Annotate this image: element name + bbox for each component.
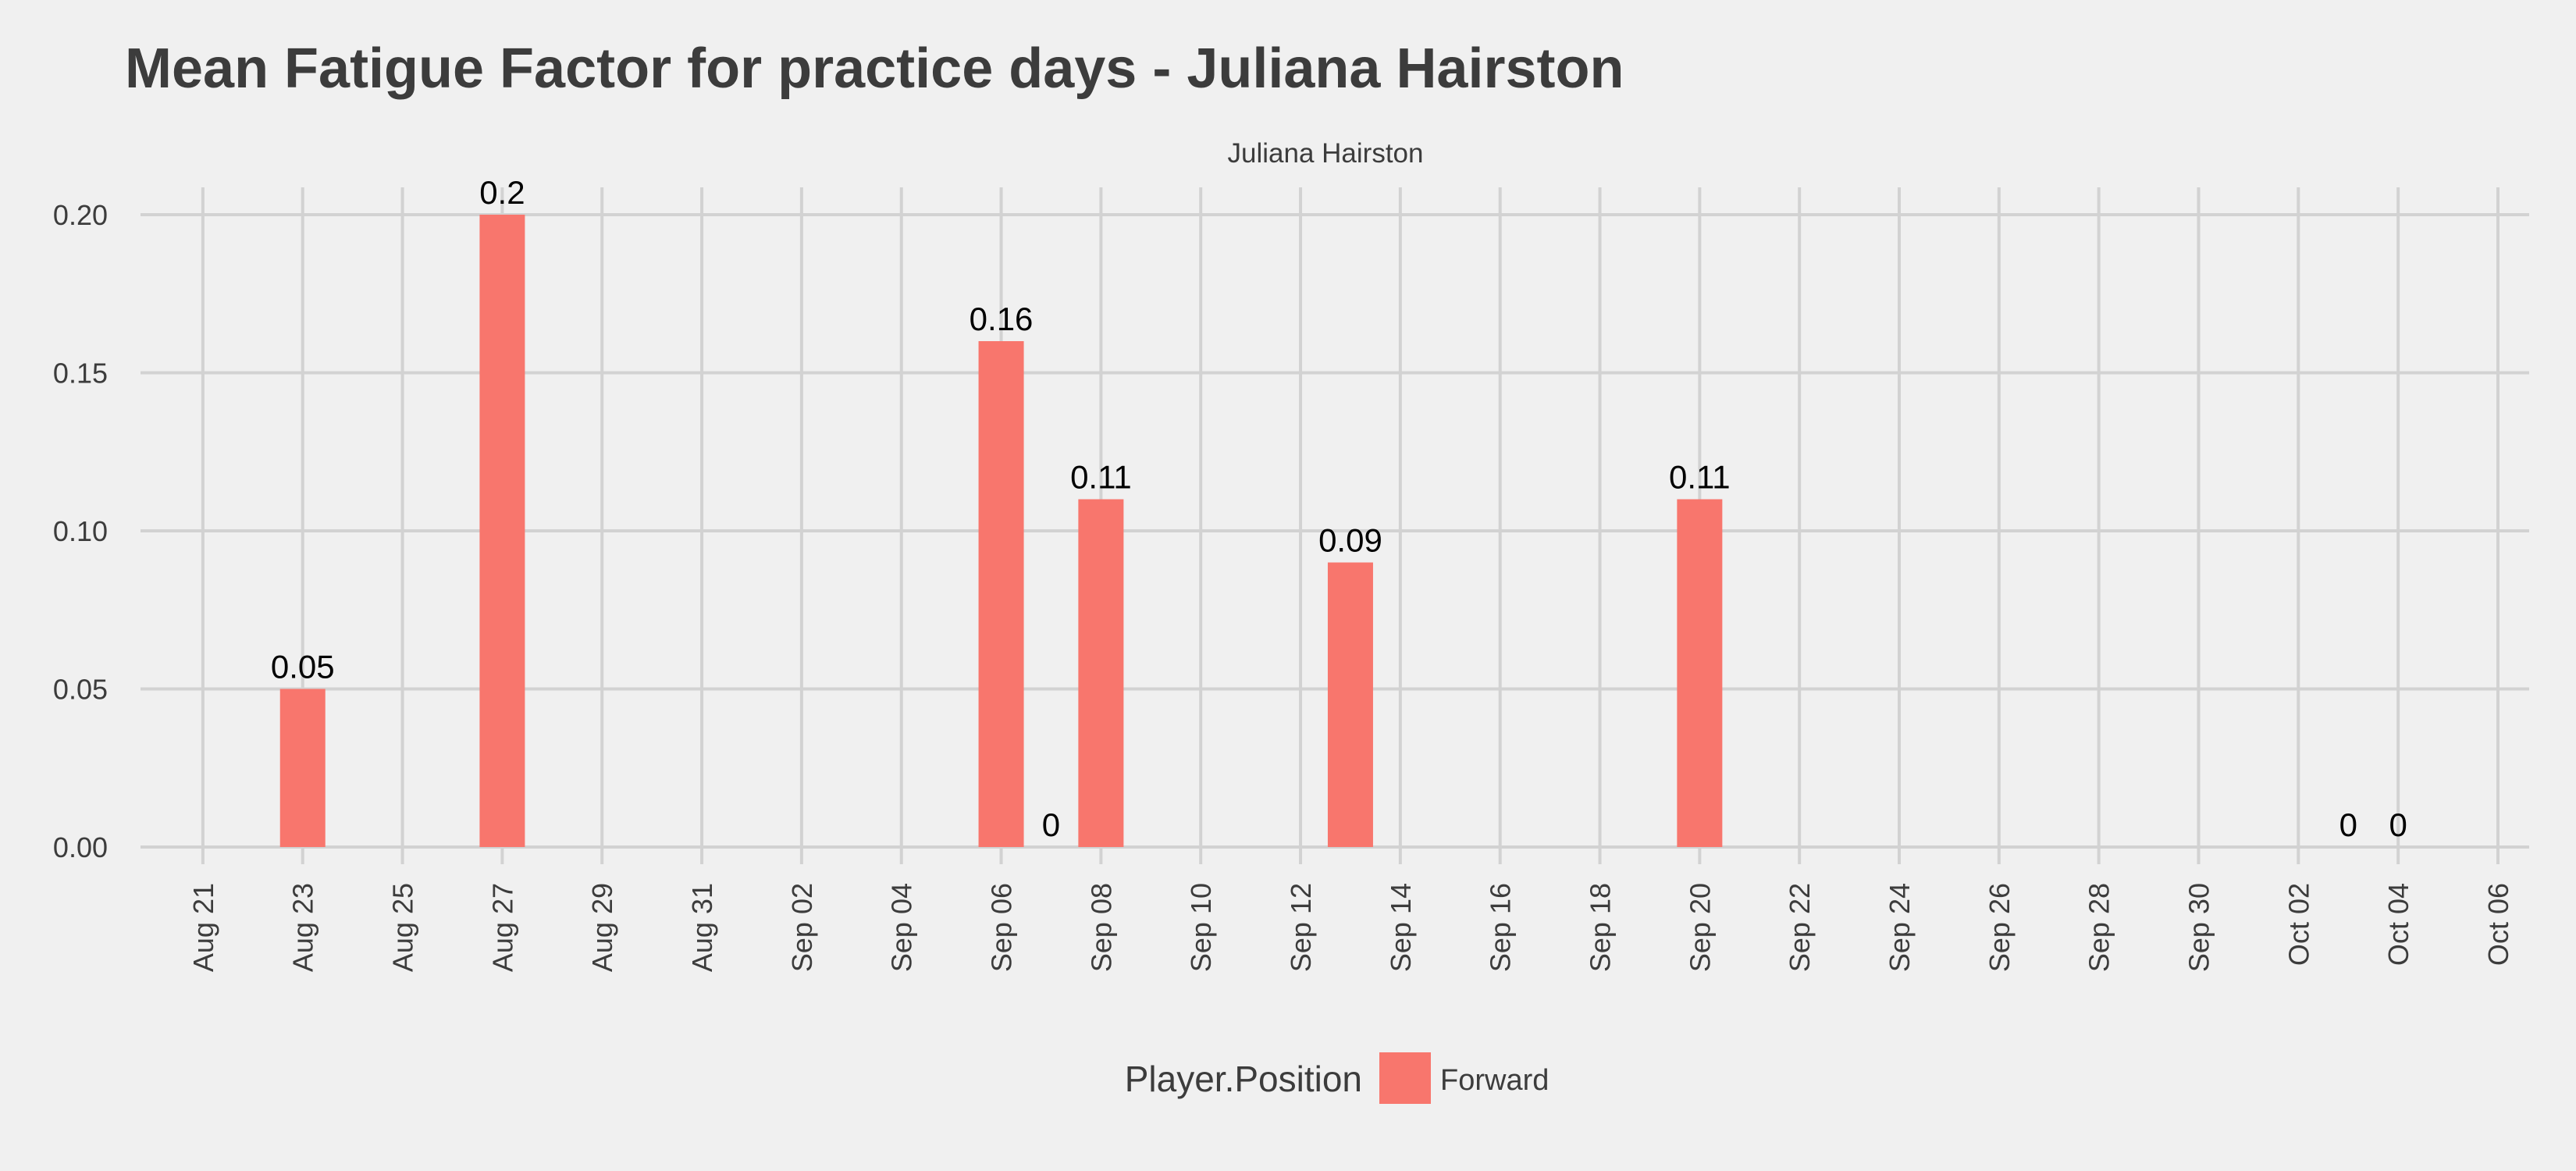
- data-label: 0: [2389, 806, 2407, 843]
- y-axis: 0.00 0.05 0.10 0.15 0.20: [53, 199, 153, 863]
- bar: [978, 341, 1024, 847]
- x-tick-label: Aug 21: [187, 883, 219, 972]
- data-label: 0.16: [970, 301, 1034, 337]
- x-tick-label: Oct 06: [2482, 883, 2514, 966]
- x-tick-label: Sep 12: [1285, 883, 1317, 972]
- x-tick-label: Sep 02: [786, 883, 818, 972]
- bar: [1327, 562, 1373, 847]
- x-tick-label: Oct 04: [2382, 883, 2414, 966]
- x-tick-label: Sep 20: [1684, 883, 1716, 972]
- data-label: 0.05: [271, 649, 335, 685]
- x-tick-label: Aug 27: [486, 883, 518, 972]
- data-label: 0.11: [1070, 459, 1132, 496]
- y-tick-label: 0.05: [53, 674, 108, 706]
- bar: [479, 215, 525, 847]
- y-tick-label: 0.10: [53, 515, 108, 547]
- data-label: 0: [1042, 806, 1060, 843]
- x-tick-label: Sep 04: [886, 883, 918, 972]
- x-tick-label: Sep 06: [986, 883, 1018, 972]
- x-tick-label: Aug 31: [686, 883, 718, 972]
- x-tick-label: Sep 16: [1485, 883, 1517, 972]
- data-label: 0.11: [1669, 459, 1731, 496]
- x-tick-label: Sep 14: [1385, 883, 1417, 972]
- x-tick-label: Sep 26: [1984, 883, 2016, 972]
- data-label: 0.2: [479, 174, 525, 211]
- x-tick-label: Sep 18: [1585, 883, 1617, 972]
- x-tick-label: Sep 24: [1884, 883, 1916, 972]
- bar: [1078, 499, 1124, 847]
- x-tick-label: Aug 23: [287, 883, 319, 972]
- bar: [1677, 499, 1723, 847]
- data-label: 0: [2339, 806, 2357, 843]
- x-axis: Aug 21 Aug 23 Aug 25 Aug 27 Aug 29 Aug 31 Sep …: [187, 883, 2514, 972]
- x-tick-label: Sep 22: [1784, 883, 1816, 972]
- bar: [279, 689, 326, 847]
- legend-key-forward: [1379, 1052, 1431, 1104]
- legend: Player.Position Forward: [1125, 1052, 1549, 1104]
- facet-label: Juliana Hairston: [1228, 138, 1424, 169]
- chart-title: Mean Fatigue Factor for practice days - …: [125, 37, 1624, 100]
- x-tick-label: Sep 10: [1185, 883, 1217, 972]
- x-tick-label: Aug 25: [387, 883, 419, 972]
- y-tick-label: 0.20: [53, 199, 108, 231]
- x-tick-label: Aug 29: [586, 883, 618, 972]
- x-tick-label: Sep 28: [2083, 883, 2115, 972]
- bars: [279, 215, 1723, 847]
- x-tick-label: Sep 30: [2183, 883, 2215, 972]
- legend-title: Player.Position: [1125, 1059, 1362, 1099]
- x-tick-label: Sep 08: [1085, 883, 1117, 972]
- data-label: 0.09: [1318, 522, 1382, 559]
- legend-label-forward: Forward: [1440, 1064, 1549, 1097]
- y-tick-label: 0.15: [53, 358, 108, 390]
- y-tick-label: 0.00: [53, 831, 108, 863]
- x-tick-label: Oct 02: [2282, 883, 2314, 966]
